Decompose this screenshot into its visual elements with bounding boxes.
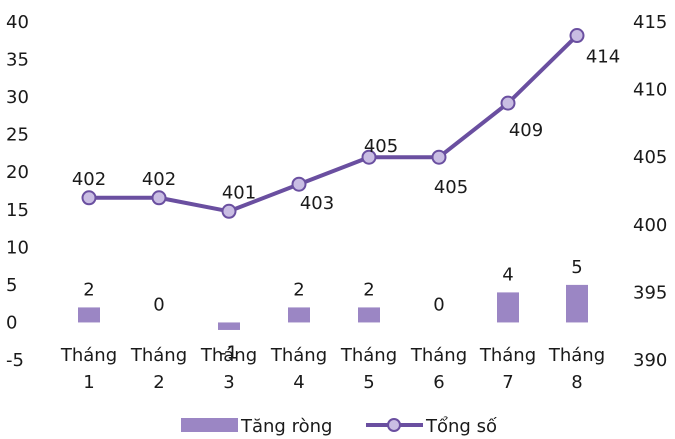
bar-series: 2 0 -1 2 2 0 4 5 xyxy=(78,257,588,363)
line-data-label: 401 xyxy=(222,182,256,203)
right-tick-label: 410 xyxy=(633,80,667,101)
left-tick-label: 10 xyxy=(6,237,29,258)
line-point xyxy=(569,28,585,44)
bar-data-label: 2 xyxy=(293,279,304,300)
category-label-line2: 5 xyxy=(363,372,374,393)
legend-marker-line xyxy=(387,418,401,432)
line-point xyxy=(431,149,447,165)
legend: Tăng ròng Tổng số xyxy=(181,416,497,437)
line-point xyxy=(291,176,307,192)
left-tick-label: 25 xyxy=(6,125,29,146)
series-line xyxy=(89,34,579,214)
right-tick-label: 415 xyxy=(633,12,667,33)
right-tick-label: 395 xyxy=(633,282,667,303)
category-label-line1: Tháng xyxy=(270,345,327,366)
category-label-line1: Tháng xyxy=(60,345,117,366)
bar-data-label: 0 xyxy=(153,294,164,315)
left-axis: -5 0 5 10 15 20 25 30 35 40 xyxy=(6,12,29,371)
line-point xyxy=(361,149,377,165)
line-series: 402 402 401 403 405 405 409 414 xyxy=(72,28,620,219)
left-tick-label: 20 xyxy=(6,162,29,183)
bar xyxy=(358,307,380,323)
category-label-line1: Tháng xyxy=(479,345,536,366)
left-tick-label: -5 xyxy=(6,350,24,371)
category-label-line1: Tháng xyxy=(548,345,605,366)
line-data-label: 405 xyxy=(364,136,398,157)
line-data-label: 409 xyxy=(509,120,543,141)
right-tick-label: 405 xyxy=(633,147,667,168)
bar xyxy=(497,292,519,323)
left-tick-label: 35 xyxy=(6,50,29,71)
category-label-line2: 8 xyxy=(571,372,582,393)
line-point xyxy=(151,190,167,206)
bar xyxy=(288,307,310,323)
category-label-line1: Tháng xyxy=(410,345,467,366)
bar-data-label: 5 xyxy=(571,257,582,278)
left-tick-label: 5 xyxy=(6,275,17,296)
line-data-label: 402 xyxy=(72,169,106,190)
line-point xyxy=(500,95,516,111)
category-label-line2: 2 xyxy=(153,372,164,393)
line-data-label: 403 xyxy=(300,193,334,214)
legend-label-line: Tổng số xyxy=(425,416,497,437)
line-point xyxy=(81,190,97,206)
line-data-label: 402 xyxy=(142,169,176,190)
legend-swatch-bar xyxy=(181,418,238,432)
bar-data-label: 4 xyxy=(502,264,513,285)
line-data-label: 405 xyxy=(434,177,468,198)
category-label-line2: 6 xyxy=(433,372,444,393)
bar xyxy=(218,322,240,330)
bar xyxy=(78,307,100,323)
bar-data-label: 2 xyxy=(83,279,94,300)
category-label-line1: Tháng xyxy=(130,345,187,366)
category-label-line2: 7 xyxy=(502,372,513,393)
bar xyxy=(566,284,588,323)
right-tick-label: 400 xyxy=(633,215,667,236)
category-label-line1: Tháng xyxy=(200,345,257,366)
left-tick-label: 15 xyxy=(6,200,29,221)
line-point xyxy=(221,203,237,219)
category-label-line2: 4 xyxy=(293,372,304,393)
left-tick-label: 40 xyxy=(6,12,29,33)
bar-data-label: 2 xyxy=(363,279,374,300)
category-label-line2: 1 xyxy=(83,372,94,393)
category-axis: Tháng 1 Tháng 2 Tháng 3 Tháng 4 Tháng 5 Tháng 6 Thán… xyxy=(60,345,605,393)
category-label-line1: Tháng xyxy=(340,345,397,366)
category-label-line2: 3 xyxy=(223,372,234,393)
bar-data-label: -1 xyxy=(220,342,238,363)
right-axis: 390 395 400 405 410 415 xyxy=(633,12,667,371)
legend-label-bar: Tăng ròng xyxy=(240,416,332,437)
right-tick-label: 390 xyxy=(633,350,667,371)
left-tick-label: 0 xyxy=(6,312,17,333)
line-data-label: 414 xyxy=(586,47,620,68)
left-tick-label: 30 xyxy=(6,87,29,108)
bar-data-label: 0 xyxy=(433,294,444,315)
